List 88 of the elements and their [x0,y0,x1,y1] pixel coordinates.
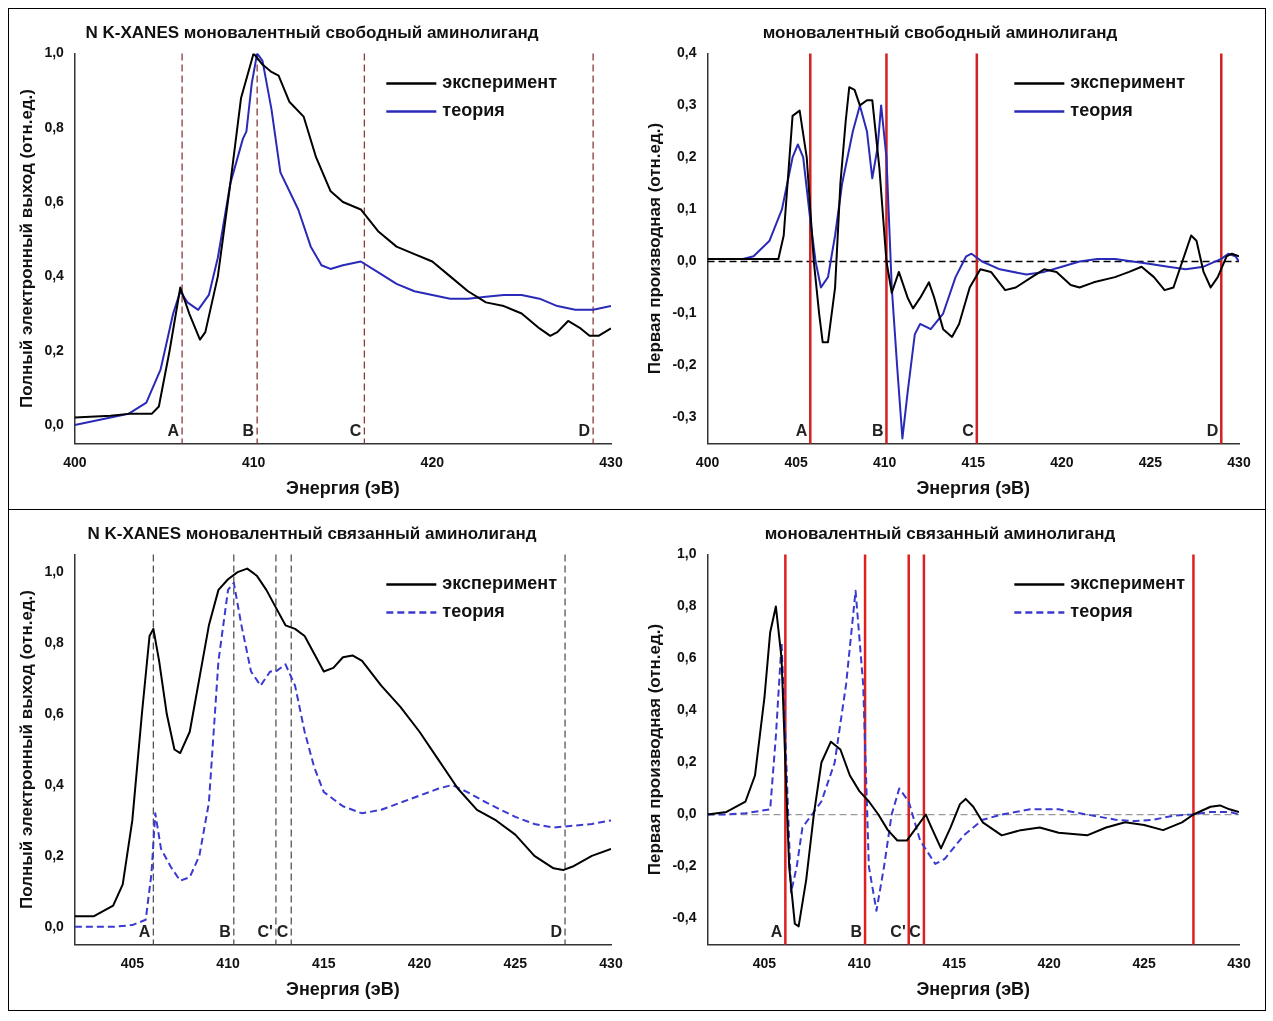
ref-line-label: C' [257,923,273,941]
y-tick-label: 1,0 [44,563,65,579]
legend-label: теория [442,100,505,121]
x-tick-label: 405 [120,954,145,971]
chart-title: N K-XANES моновалентный связанный аминолиганд [87,523,537,543]
ref-line-label: B [242,422,255,440]
y-tick-label: 0,6 [44,704,65,721]
x-axis-title: Энергия (эВ) [916,478,1031,499]
x-tick-label: 425 [1138,453,1163,470]
ref-line-label: A [167,422,180,440]
legend-label: эксперимент [1070,72,1186,93]
x-tick-label: 430 [1227,453,1251,470]
y-tick-label: 1,0 [677,545,697,562]
chart-title: N K-XANES моновалентный свободный аминолиганд [85,22,539,42]
y-tick-label: 0,4 [677,701,697,718]
x-axis-title: Энергия (эВ) [916,979,1031,1000]
ref-line-label: C [962,422,975,440]
x-tick-label: 425 [1132,954,1156,971]
y-tick-label: -0,3 [672,408,697,425]
x-tick-label: 420 [407,954,432,971]
y-tick-label: 0,2 [44,341,65,358]
y-tick-label: -0,4 [672,909,697,926]
ref-line-label: D [1206,422,1219,440]
y-axis-title: Полный электронный выход (отн.ед.) [16,589,36,910]
y-tick-label: 0,0 [677,805,697,822]
y-axis-title: Первая производная (отн.ед.) [644,623,664,876]
y-tick-label: 0,6 [44,192,65,209]
x-tick-label: 425 [503,954,528,971]
chart-title: моновалентный свободный аминолиганд [762,22,1118,42]
ref-line-label: B [850,923,863,941]
ref-line-label: C [276,923,289,941]
x-tick-label: 415 [942,954,967,971]
legend-label: эксперимент [1070,573,1186,594]
x-tick-label: 430 [599,954,623,971]
y-tick-label: 0,4 [677,44,697,61]
x-tick-label: 405 [752,954,777,971]
y-tick-label: 0,2 [677,148,697,165]
y-tick-label: 0,2 [44,846,65,863]
x-tick-label: 420 [1037,954,1062,971]
y-tick-label: 0,8 [44,118,65,135]
chart-title: моновалентный связанный аминолиганд [764,523,1116,543]
legend-label: теория [1070,100,1133,121]
ref-line-label: D [578,422,591,440]
y-tick-label: 0,2 [677,753,697,770]
x-tick-label: 405 [784,453,808,470]
legend-label: теория [1070,601,1133,622]
x-tick-label: 420 [1050,453,1074,470]
x-tick-label: 410 [241,453,266,470]
y-tick-label: -0,1 [672,304,697,321]
ref-line-label: B [219,923,231,941]
y-tick-label: 0,3 [677,96,697,113]
x-axis-title: Энергия (эВ) [286,478,400,499]
x-tick-label: 430 [599,453,623,470]
x-tick-label: 415 [312,954,336,971]
x-tick-label: 430 [1227,954,1251,971]
y-tick-label: 0,4 [44,775,65,792]
ref-line-label: A [770,923,783,941]
y-tick-label: -0,2 [672,857,697,874]
y-tick-label: 0,1 [677,200,697,217]
y-tick-label: 0,0 [44,917,65,934]
x-tick-label: 400 [63,453,87,470]
x-tick-label: 410 [216,954,240,971]
x-tick-label: 400 [695,453,720,470]
ref-line-label: A [795,422,808,440]
ref-line-label: B [871,422,884,440]
ref-line-label: A [138,923,151,941]
x-tick-label: 410 [873,453,897,470]
x-tick-label: 410 [847,954,872,971]
x-axis-title: Энергия (эВ) [286,979,400,1000]
y-tick-label: -0,2 [672,356,697,373]
legend-label: эксперимент [442,72,558,93]
ref-line-label: C [349,422,362,440]
y-tick-label: 1,0 [44,44,65,61]
y-tick-label: 0,8 [677,597,697,614]
x-tick-label: 415 [961,453,986,470]
ref-line-label: C' [890,923,906,941]
x-tick-label: 420 [420,453,445,470]
y-tick-label: 0,4 [44,267,65,284]
legend-label: теория [442,601,505,622]
ref-line-label: D [550,923,563,941]
y-tick-label: 0,8 [44,633,65,650]
y-tick-label: 0,0 [677,252,697,269]
y-tick-label: 0,6 [677,649,697,666]
ref-line-label: C [909,923,922,941]
legend-label: эксперимент [442,573,558,594]
y-axis-title: Полный электронный выход (отн.ед.) [16,88,36,409]
y-axis-title: Первая производная (отн.ед.) [644,122,664,375]
y-tick-label: 0,0 [44,415,65,432]
